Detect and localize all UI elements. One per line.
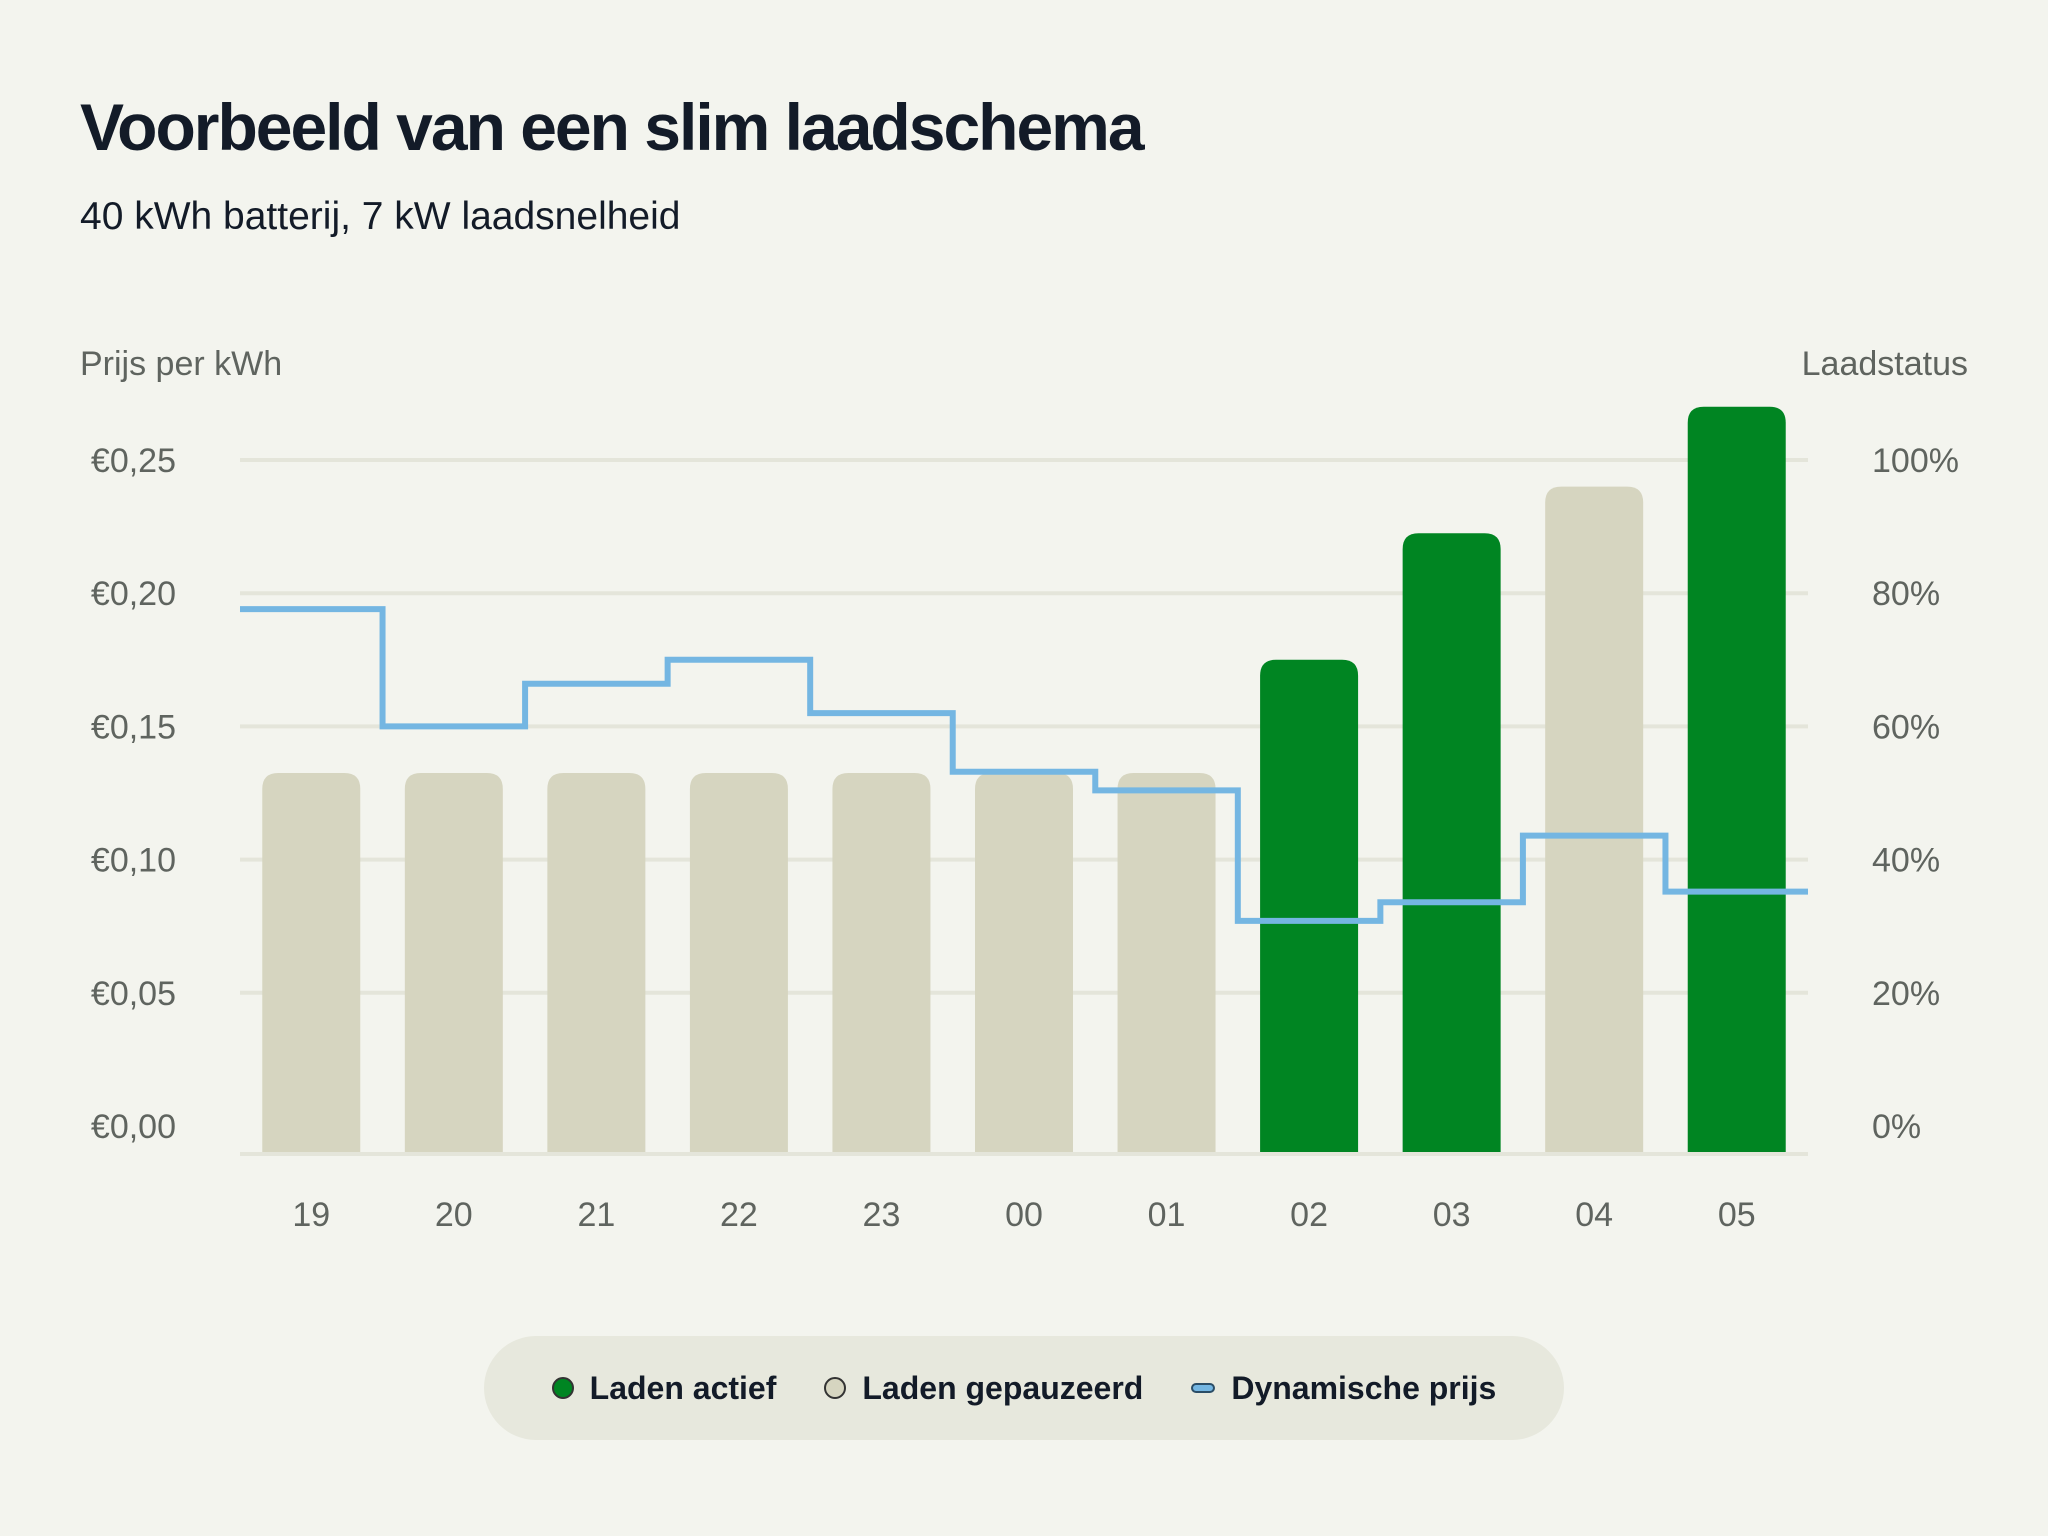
legend: Laden actief Laden gepauzeerd Dynamische… — [484, 1336, 1564, 1440]
right-axis-ticks: 0% 20% 40% 60% 80% 100% — [1872, 442, 1959, 1146]
x-tick-label: 00 — [1005, 1196, 1043, 1234]
bar-00 — [975, 773, 1073, 1152]
legend-paused-swatch-icon — [824, 1377, 847, 1399]
legend-item-paused: Laden gepauzeerd — [824, 1370, 1143, 1407]
legend-price-swatch-icon — [1191, 1383, 1216, 1393]
x-axis-ticks: 19 20 21 22 23 00 01 02 03 04 05 — [292, 1196, 1755, 1234]
bar-21 — [547, 773, 646, 1152]
bar-02 — [1260, 659, 1359, 1152]
left-tick-label: €0,10 — [91, 842, 176, 880]
legend-active-swatch-icon — [551, 1377, 574, 1399]
chart-subtitle: 40 kWh batterij, 7 kW laadsnelheid — [80, 195, 681, 238]
bar-20 — [404, 773, 503, 1152]
left-axis-ticks: €0,00 €0,05 €0,10 €0,15 €0,20 €0,25 — [91, 442, 176, 1146]
x-tick-label: 02 — [1290, 1196, 1328, 1234]
x-tick-label: 21 — [577, 1196, 615, 1234]
left-tick-label: €0,20 — [91, 575, 176, 613]
x-tick-label: 01 — [1148, 1196, 1186, 1234]
bar-series — [262, 406, 1786, 1153]
right-tick-label: 100% — [1872, 442, 1959, 480]
left-tick-label: €0,00 — [91, 1108, 176, 1146]
left-tick-label: €0,05 — [91, 975, 176, 1013]
price-line-series — [240, 606, 1808, 924]
x-tick-label: 20 — [435, 1196, 473, 1234]
bar-05 — [1687, 406, 1786, 1153]
right-tick-label: 0% — [1872, 1108, 1921, 1146]
left-tick-label: €0,15 — [91, 708, 176, 746]
x-tick-label: 04 — [1575, 1196, 1613, 1234]
right-axis-title: Laadstatus — [1801, 345, 1968, 383]
price-step-line — [240, 606, 1808, 924]
left-axis-title: Prijs per kWh — [80, 345, 283, 383]
legend-label-active: Laden actief — [589, 1369, 777, 1406]
bar-19 — [262, 773, 361, 1152]
legend-item-active: Laden actief — [551, 1369, 777, 1407]
legend-item-price: Dynamische prijs — [1191, 1370, 1496, 1407]
right-tick-label: 80% — [1872, 575, 1940, 613]
bar-22 — [689, 773, 788, 1152]
bar-03 — [1402, 533, 1501, 1152]
chart-title: Voorbeeld van een slim laadschema — [80, 90, 1145, 164]
x-tick-label: 19 — [292, 1196, 330, 1234]
bar-01 — [1117, 773, 1216, 1152]
right-tick-label: 40% — [1872, 842, 1940, 880]
x-tick-label: 05 — [1718, 1196, 1756, 1234]
x-tick-label: 03 — [1433, 1196, 1471, 1234]
chart-area: €0,00 €0,05 €0,10 €0,15 €0,20 €0,25 0% 20% 40% 6… — [91, 406, 1959, 1234]
legend-label-paused: Laden gepauzeerd — [862, 1369, 1144, 1406]
x-tick-label: 23 — [863, 1196, 901, 1234]
left-tick-label: €0,25 — [91, 442, 176, 480]
bar-23 — [832, 773, 931, 1152]
x-tick-label: 22 — [720, 1196, 758, 1234]
bar-04 — [1545, 486, 1644, 1152]
legend-label-price: Dynamische prijs — [1231, 1369, 1497, 1406]
right-tick-label: 60% — [1872, 708, 1940, 746]
right-tick-label: 20% — [1872, 975, 1940, 1013]
